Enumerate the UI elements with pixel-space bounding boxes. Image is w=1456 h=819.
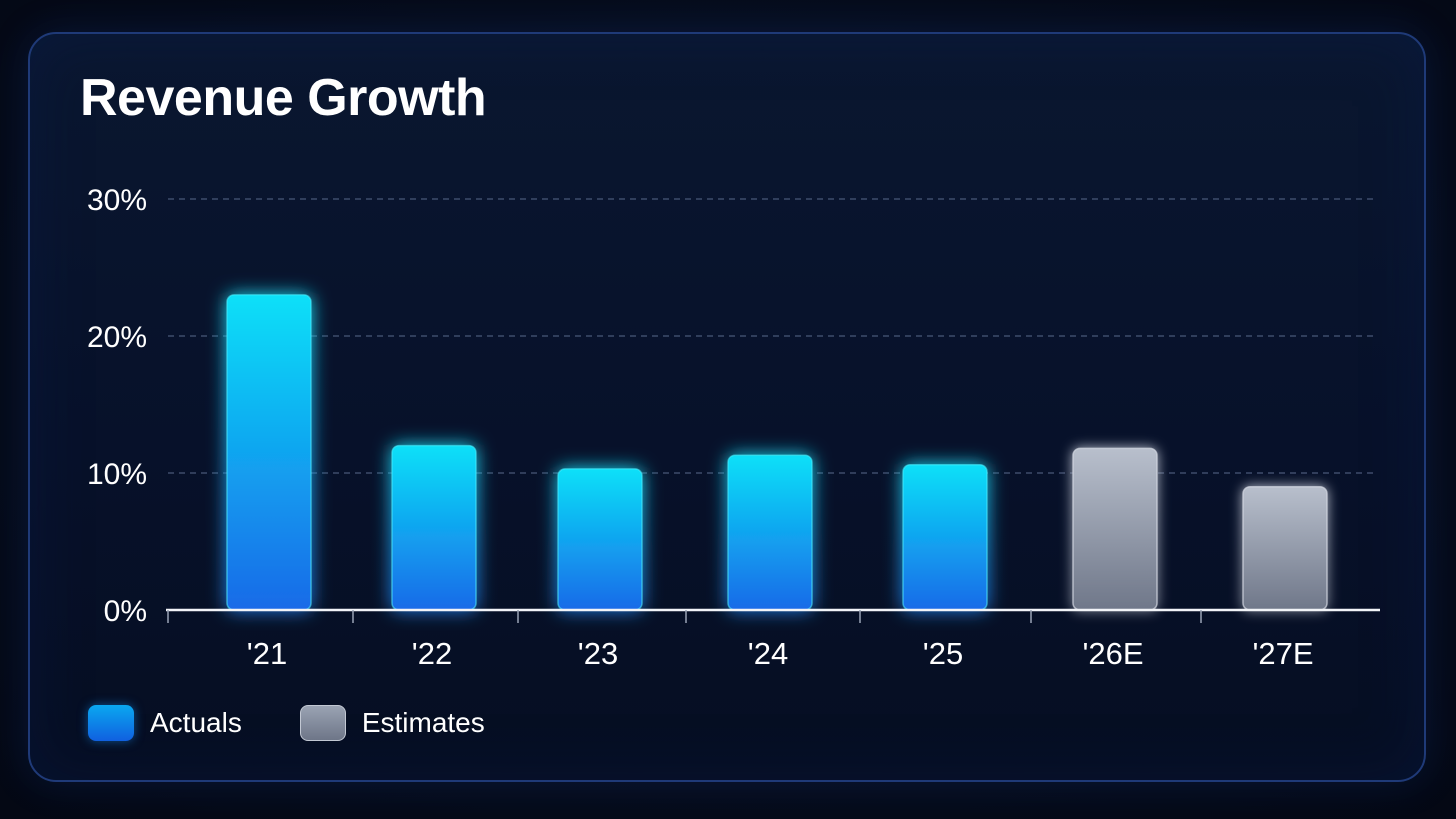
y-tick-label: 0% xyxy=(104,595,147,628)
x-axis-ticks: '21 '22 '23 '24 '25 '26E '27E xyxy=(247,636,1314,671)
legend-item-actuals: Actuals xyxy=(88,705,242,741)
x-tick-label: '21 xyxy=(247,636,287,671)
x-tick-label: '22 xyxy=(412,636,452,671)
legend-swatch-estimates xyxy=(299,705,346,741)
bar-actual xyxy=(557,468,643,611)
bar-actual xyxy=(902,464,988,611)
x-axis xyxy=(166,608,1380,623)
bars xyxy=(226,294,1328,611)
legend: Actuals Estimates xyxy=(88,704,543,742)
x-tick-label: '23 xyxy=(578,636,618,671)
x-tick-label: '26E xyxy=(1082,636,1143,671)
y-tick-label: 20% xyxy=(87,321,147,354)
legend-label-estimates: Estimates xyxy=(361,707,485,738)
y-axis-ticks: 0% 10% 20% 30% xyxy=(87,184,147,628)
bar-actual xyxy=(226,294,312,611)
legend-item-estimates: Estimates xyxy=(299,705,485,741)
bar-actual xyxy=(727,454,813,611)
bar-estimate xyxy=(1072,447,1158,611)
x-tick-label: '27E xyxy=(1252,636,1313,671)
x-tick-label: '24 xyxy=(748,636,788,671)
x-tick-label: '25 xyxy=(923,636,963,671)
y-tick-label: 30% xyxy=(87,184,147,217)
bar-actual xyxy=(391,444,477,611)
bar-estimate xyxy=(1242,485,1328,611)
legend-label-actuals: Actuals xyxy=(150,707,242,738)
grid-lines xyxy=(168,198,1376,474)
legend-swatch-actuals xyxy=(88,705,134,741)
y-tick-label: 10% xyxy=(87,458,147,491)
chart-title: Revenue Growth xyxy=(80,69,487,127)
